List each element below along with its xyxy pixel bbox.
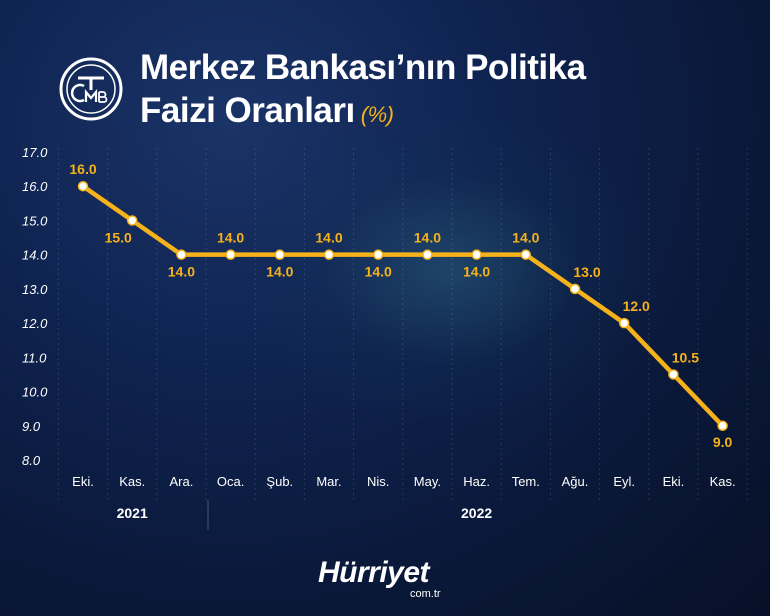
- data-point: [422, 249, 433, 260]
- x-tick-label: Ara.: [169, 474, 193, 489]
- data-point: [668, 369, 679, 380]
- data-point: [77, 180, 89, 192]
- x-tick-label: Mar.: [316, 474, 341, 489]
- brand-domain: com.tr: [410, 588, 441, 600]
- year-label: 2022: [461, 505, 492, 521]
- tcmb-logo-icon: [59, 57, 123, 121]
- data-point: [274, 249, 286, 260]
- x-tick-label: Haz.: [463, 474, 490, 489]
- x-tick-label: Ağu.: [562, 474, 589, 489]
- title-line-1: Merkez Bankası’nın Politika: [140, 48, 586, 87]
- data-point: [471, 249, 482, 260]
- data-point: [323, 249, 335, 260]
- data-point: [225, 249, 236, 260]
- data-label: 14.0: [168, 264, 195, 280]
- title-line-2-text: Faizi Oranları: [140, 91, 355, 130]
- data-label: 14.0: [463, 264, 490, 280]
- data-point: [717, 420, 728, 432]
- x-tick-label: Oca.: [217, 474, 244, 489]
- data-label: 14.0: [365, 264, 392, 280]
- data-label: 10.5: [672, 349, 699, 365]
- title-line-2: Faizi Oranları (%): [140, 89, 586, 136]
- data-point: [176, 249, 187, 260]
- x-tick-label: Eki.: [72, 474, 94, 489]
- y-tick-label: 17.0: [22, 145, 48, 160]
- x-tick-label: Tem.: [512, 474, 540, 489]
- x-tick-label: Eyl.: [613, 474, 635, 489]
- background-glow: [250, 120, 650, 420]
- series-line: [80, 183, 725, 429]
- unit-label: (%): [360, 102, 394, 127]
- y-tick-label: 10.0: [22, 385, 48, 400]
- data-label: 14.0: [414, 230, 441, 246]
- y-tick-label: 16.0: [22, 179, 48, 194]
- data-label: 9.0: [713, 434, 733, 450]
- x-tick-label: Şub.: [266, 474, 293, 489]
- x-tick-label: Eki.: [663, 474, 685, 489]
- x-tick-label: Nis.: [367, 474, 389, 489]
- data-label: 14.0: [266, 264, 293, 280]
- year-label: 2021: [117, 505, 148, 521]
- data-point: [618, 317, 630, 329]
- y-tick-label: 14.0: [22, 248, 48, 263]
- brand-logo: Hürriyet: [318, 556, 430, 589]
- data-label: 14.0: [217, 230, 244, 246]
- y-tick-label: 15.0: [22, 213, 48, 228]
- chart-title: Merkez Bankası’nın Politika Faizi Oranla…: [140, 46, 586, 136]
- y-tick-label: 13.0: [22, 282, 48, 297]
- data-point: [126, 215, 138, 226]
- x-tick-label: Kas.: [119, 474, 145, 489]
- x-tick-label: Kas.: [710, 474, 736, 489]
- data-label: 14.0: [315, 230, 342, 246]
- data-point: [520, 249, 532, 260]
- y-tick-label: 8.0: [22, 453, 41, 468]
- data-point: [372, 249, 384, 260]
- data-label: 16.0: [69, 161, 96, 177]
- data-label: 14.0: [512, 230, 539, 246]
- data-point: [569, 283, 581, 295]
- data-label: 12.0: [623, 298, 650, 314]
- y-tick-label: 12.0: [22, 316, 48, 331]
- data-label: 15.0: [105, 229, 132, 245]
- y-tick-label: 11.0: [22, 350, 47, 365]
- x-tick-label: May.: [414, 474, 441, 489]
- data-label: 13.0: [573, 264, 600, 280]
- y-tick-label: 9.0: [22, 419, 41, 434]
